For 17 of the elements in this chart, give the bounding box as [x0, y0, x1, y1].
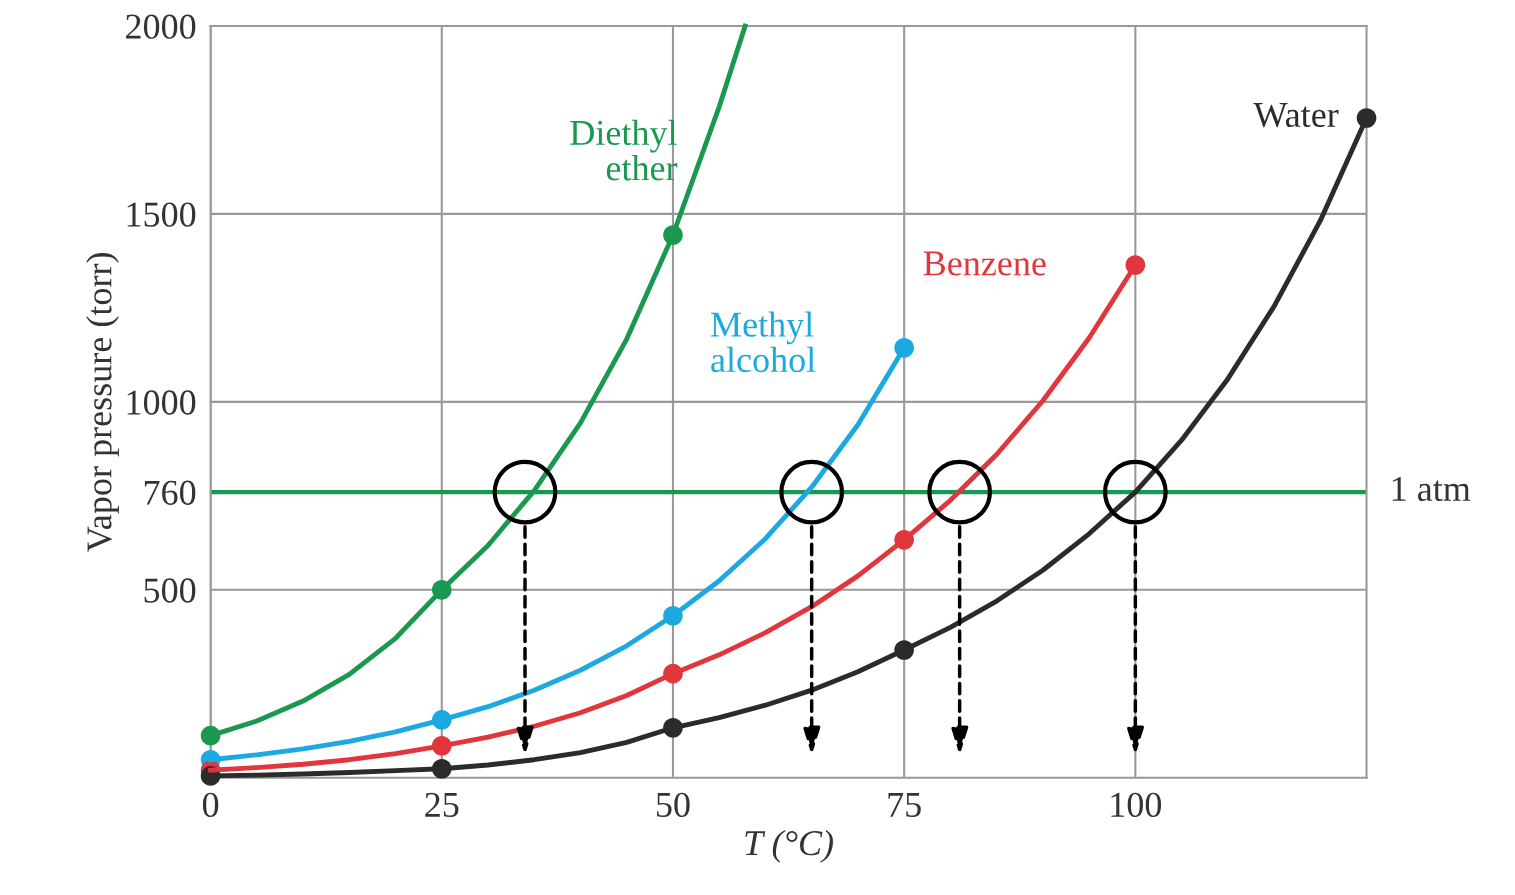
x-tick-label: 25	[425, 792, 459, 818]
x-tick-label: 100	[1111, 792, 1162, 818]
y-tick-label: 1500	[127, 202, 196, 227]
y-tick-label: 1000	[127, 390, 196, 415]
series-label: Water	[1253, 103, 1339, 128]
y-tick-label: 760	[144, 480, 196, 505]
x-axis-title: T (°C)	[745, 829, 833, 863]
series-label: Benzene	[923, 251, 1046, 276]
x-tick-label: 75	[888, 793, 921, 818]
x-tick-label: 50	[657, 792, 690, 818]
y-axis-title: Vapor pressure (torr)	[86, 253, 119, 552]
ref-line-label: 1 atm	[1392, 476, 1471, 502]
y-tick-label: 2000	[126, 14, 196, 39]
x-tick-label: 0	[202, 792, 219, 818]
series-label: Methyl alcohol	[710, 311, 816, 373]
series-label: Diethyl ether	[570, 119, 678, 181]
y-tick-label: 500	[144, 578, 196, 603]
